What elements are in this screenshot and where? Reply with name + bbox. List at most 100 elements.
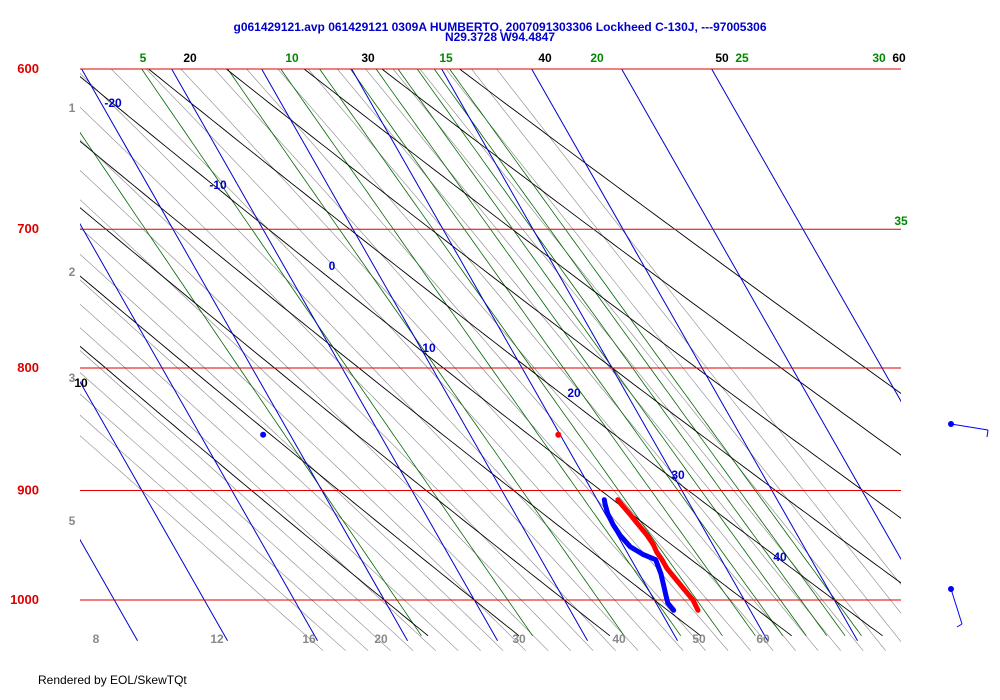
isotherm-line <box>171 69 498 642</box>
moist-adiabat-line <box>277 69 774 651</box>
height-scale-label: 2 <box>69 265 76 279</box>
mixing-ratio-lines <box>80 69 862 637</box>
isotherm-line <box>261 69 588 642</box>
dry-adiabat-line <box>80 207 611 637</box>
bottom-scale-label: 30 <box>512 632 526 646</box>
dry-adiabat-label: 40 <box>538 51 552 65</box>
moist-adiabat-line <box>307 69 796 651</box>
moist-adiabat-line <box>445 69 901 643</box>
dry-adiabat-label: 20 <box>183 51 197 65</box>
dry-adiabat-line <box>147 69 883 637</box>
isotherm-line <box>351 69 678 642</box>
pressure-tick-label: 1000 <box>10 592 39 607</box>
bottom-scale-label: 60 <box>756 632 770 646</box>
isotherm-label: -10 <box>209 178 227 192</box>
moist-adiabat-line <box>471 69 901 614</box>
moist-adiabat-line <box>80 139 594 651</box>
bottom-scale-label: 16 <box>302 632 316 646</box>
bottom-scale-label: 50 <box>692 632 706 646</box>
pressure-tick-label: 600 <box>17 61 39 76</box>
moist-adiabat-line <box>180 69 706 651</box>
dewpoint-trace <box>601 497 677 613</box>
footer-credit: Rendered by EOL/SkewTQt <box>38 673 187 687</box>
mixing-ratio-line <box>80 131 422 637</box>
mixing-ratio-label: 35 <box>894 214 908 228</box>
moist-adiabat-line <box>80 253 504 651</box>
mixing-ratio-line <box>141 69 533 637</box>
dry-adiabat-line <box>80 275 520 637</box>
pressure-tick-label: 900 <box>17 482 39 497</box>
isotherm-line <box>621 69 901 561</box>
isotherm-label: 20 <box>567 386 581 400</box>
chart-title-line2: N29.3728 W94.4847 <box>445 30 555 44</box>
temperature-point <box>555 431 562 438</box>
isotherm-label: 30 <box>671 468 685 482</box>
axis-labels: 600 700 800 900 1000 -20 -10 0 10 20 30 40 10 20 30 40 5… <box>10 51 908 646</box>
mixing-ratio-label: 15 <box>439 51 453 65</box>
moist-adiabat-line <box>80 106 616 651</box>
mixing-ratio-line <box>375 69 784 637</box>
height-scale-label: 1 <box>69 101 76 115</box>
dry-adiabat-label: 60 <box>892 51 906 65</box>
mixing-ratio-line <box>319 69 723 637</box>
height-scale-label: 3 <box>69 371 76 385</box>
dry-adiabat-line <box>225 69 901 584</box>
dewpoint-point <box>260 431 267 438</box>
dry-adiabat-line <box>303 69 901 519</box>
moist-adiabat-line <box>419 69 886 651</box>
bottom-scale-label: 20 <box>374 632 388 646</box>
mixing-ratio-label: 30 <box>872 51 886 65</box>
wind-barb-staff <box>950 423 989 431</box>
moist-adiabat-line <box>80 393 369 651</box>
dry-adiabat-line <box>80 345 429 637</box>
mixing-ratio-line <box>350 69 756 637</box>
bottom-scale-label: 12 <box>210 632 224 646</box>
height-scale-label: 5 <box>69 514 76 528</box>
isotherm-line <box>80 222 318 642</box>
isotherm-label: 40 <box>773 550 787 564</box>
wind-barbs <box>948 421 989 628</box>
moist-adiabat-line <box>80 227 526 651</box>
dry-adiabat-line <box>381 69 901 456</box>
dry-adiabat-line <box>80 140 702 637</box>
moist-adiabat-line <box>80 170 571 651</box>
isotherm-label: -20 <box>104 96 122 110</box>
wind-barb-flag <box>986 429 989 438</box>
isotherm-label: 0 <box>329 259 336 273</box>
mixing-ratio-line <box>433 69 846 637</box>
isotherm-line <box>531 69 858 642</box>
moist-adiabat-line <box>80 279 481 651</box>
mixing-ratio-label: 25 <box>735 51 749 65</box>
moist-adiabat-line <box>80 372 391 651</box>
mixing-ratio-line <box>227 69 625 637</box>
wind-barb-staff <box>950 588 963 625</box>
moist-adiabat-line <box>246 69 751 651</box>
isotherms <box>0 52 901 642</box>
moist-adiabat-line <box>80 350 414 651</box>
mixing-ratio-line <box>397 69 807 637</box>
chart-title-line1: g061429121.avp 061429121 0309A HUMBERTO,… <box>233 20 766 34</box>
isotherm-label: 10 <box>422 341 436 355</box>
moist-adiabat-line <box>80 414 346 651</box>
mixing-ratio-label: 10 <box>285 51 299 65</box>
isotherm-line <box>0 52 48 641</box>
moist-adiabat-line <box>80 303 459 651</box>
mixing-ratio-line <box>416 69 828 637</box>
isobars <box>80 68 901 601</box>
pressure-tick-label: 700 <box>17 221 39 236</box>
isotherm-line <box>711 69 901 403</box>
isotherm-line <box>81 69 408 642</box>
dry-adiabat-line <box>458 69 901 394</box>
mixing-ratio-label: 5 <box>140 51 147 65</box>
sounding-traces <box>260 431 701 613</box>
moist-adiabat-line <box>110 69 661 651</box>
moist-adiabat-line <box>145 69 684 651</box>
dry-adiabat-line <box>80 75 792 637</box>
moist-adiabat-line <box>80 72 639 651</box>
mixing-ratio-line <box>449 69 862 637</box>
dry-adiabat-label: 50 <box>715 51 729 65</box>
pressure-tick-label: 800 <box>17 360 39 375</box>
bottom-scale-label: 40 <box>612 632 626 646</box>
mixing-ratio-line <box>280 69 682 637</box>
